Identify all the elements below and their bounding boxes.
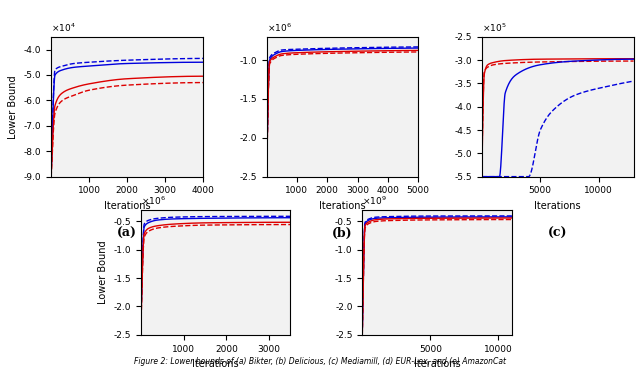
- X-axis label: Iterations: Iterations: [414, 359, 460, 368]
- X-axis label: Iterations: Iterations: [193, 359, 239, 368]
- Y-axis label: Lower Bound: Lower Bound: [98, 241, 108, 304]
- Y-axis label: Lower Bound: Lower Bound: [8, 75, 19, 138]
- X-axis label: Iterations: Iterations: [319, 201, 365, 211]
- Text: $\times10^{4}$: $\times10^{4}$: [51, 22, 76, 34]
- Text: (b): (b): [332, 227, 353, 240]
- X-axis label: Iterations: Iterations: [534, 201, 581, 211]
- Text: Figure 2: Lower bounds of (a) Bikter, (b) Delicious, (c) Mediamill, (d) EUR-Lex,: Figure 2: Lower bounds of (a) Bikter, (b…: [134, 357, 506, 366]
- Text: (c): (c): [548, 227, 568, 240]
- Text: (a): (a): [117, 227, 137, 240]
- Text: $\times10^{9}$: $\times10^{9}$: [362, 195, 387, 207]
- Text: $\times10^{6}$: $\times10^{6}$: [141, 195, 166, 207]
- X-axis label: Iterations: Iterations: [104, 201, 150, 211]
- Text: $\times10^{5}$: $\times10^{5}$: [482, 22, 506, 34]
- Text: $\times10^{6}$: $\times10^{6}$: [267, 22, 291, 34]
